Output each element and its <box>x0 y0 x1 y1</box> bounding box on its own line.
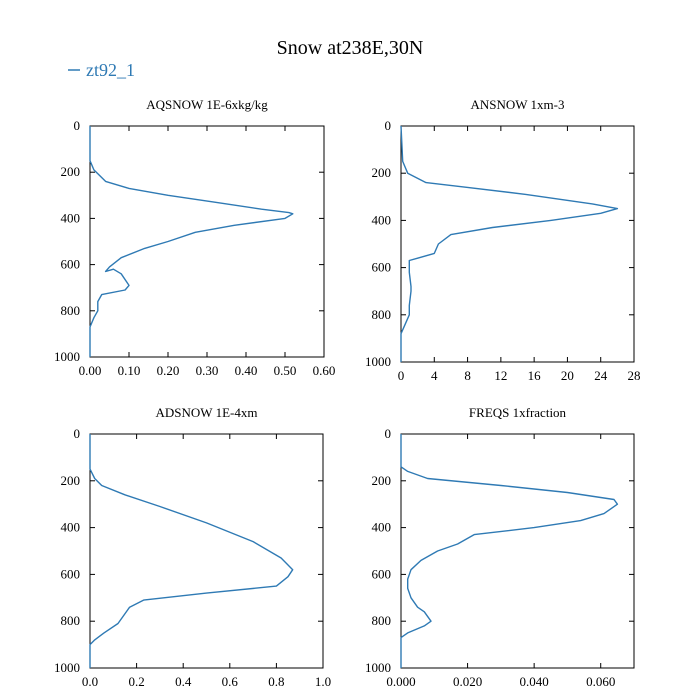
panel-2: ANSNOW 1xm-3 0 4 8 12 16 20 24 28 0 200 400 600 800 10… <box>365 97 641 383</box>
x-tick-label: 0.8 <box>268 674 284 689</box>
x-tick-label: 24 <box>594 368 608 383</box>
y-tick-label: 800 <box>61 303 81 318</box>
x-tick-label: 0.020 <box>453 674 482 689</box>
legend-label: zt92_1 <box>86 60 135 80</box>
x-tick-label: 12 <box>494 368 507 383</box>
x-tick-label: 20 <box>561 368 574 383</box>
x-tick-label: 0.40 <box>235 363 258 378</box>
panel-title: AQSNOW 1E-6xkg/kg <box>146 97 268 112</box>
x-tick-label: 8 <box>464 368 471 383</box>
y-tick-label: 1000 <box>365 354 391 369</box>
x-tick-label: 0.20 <box>157 363 180 378</box>
y-tick-label: 600 <box>372 566 392 581</box>
x-tick-label: 0.2 <box>128 674 144 689</box>
x-tick-label: 1.0 <box>315 674 331 689</box>
y-tick-label: 0 <box>385 118 392 133</box>
x-tick-label: 4 <box>431 368 438 383</box>
x-tick-label: 0.00 <box>79 363 102 378</box>
y-tick-label: 600 <box>372 260 392 275</box>
panel-3: ADSNOW 1E-4xm 0.0 0.2 0.4 0.6 0.8 1.0 0 200 400 60… <box>54 405 331 689</box>
y-tick-label: 800 <box>372 307 392 322</box>
y-tick-label: 600 <box>61 257 81 272</box>
plot-frame <box>400 125 635 363</box>
y-tick-label: 400 <box>372 520 392 535</box>
y-tick-label: 0 <box>74 118 81 133</box>
panel-title: ANSNOW 1xm-3 <box>470 97 564 112</box>
y-tick-label: 400 <box>61 210 81 225</box>
y-tick-label: 0 <box>74 426 81 441</box>
x-tick-label: 0.4 <box>175 674 192 689</box>
y-tick-label: 800 <box>61 613 81 628</box>
x-tick-label: 0.60 <box>313 363 336 378</box>
plot-frame <box>400 433 635 669</box>
x-tick-label: 0.50 <box>274 363 297 378</box>
y-tick-label: 1000 <box>54 660 80 675</box>
x-tick-label: 0.6 <box>222 674 239 689</box>
y-tick-label: 800 <box>372 613 392 628</box>
plot-frame <box>89 125 325 358</box>
plot-frame <box>89 433 324 669</box>
y-tick-label: 1000 <box>365 660 391 675</box>
panel-title: FREQS 1xfraction <box>469 405 567 420</box>
legend: zt92_1 <box>68 60 135 80</box>
x-tick-label: 0.000 <box>386 674 415 689</box>
panel-title: ADSNOW 1E-4xm <box>156 405 258 420</box>
y-tick-label: 200 <box>61 473 81 488</box>
y-tick-label: 400 <box>372 212 392 227</box>
series-line <box>89 126 294 357</box>
series-line <box>89 434 294 668</box>
x-tick-label: 0.0 <box>82 674 98 689</box>
y-tick-label: 1000 <box>54 349 80 364</box>
series-line <box>400 125 619 362</box>
y-tick-label: 600 <box>61 566 81 581</box>
x-tick-label: 28 <box>628 368 641 383</box>
x-tick-label: 16 <box>528 368 542 383</box>
figure-title: Snow at238E,30N <box>277 37 424 59</box>
x-tick-label: 0 <box>398 368 405 383</box>
y-tick-label: 200 <box>372 473 392 488</box>
y-tick-label: 200 <box>372 165 392 180</box>
panel-4: FREQS 1xfraction 0.000 0.020 0.040 0.060 0 200… <box>365 405 635 689</box>
x-tick-label: 0.060 <box>586 674 615 689</box>
series-line <box>400 434 619 668</box>
x-tick-label: 0.10 <box>118 363 141 378</box>
x-tick-label: 0.30 <box>196 363 219 378</box>
panel-1: AQSNOW 1E-6xkg/kg 0.00 0.10 0.20 0.30 0.40 0.5… <box>54 97 335 378</box>
y-tick-label: 400 <box>61 520 81 535</box>
y-tick-label: 200 <box>61 164 81 179</box>
y-tick-label: 0 <box>385 426 392 441</box>
x-tick-label: 0.040 <box>520 674 549 689</box>
